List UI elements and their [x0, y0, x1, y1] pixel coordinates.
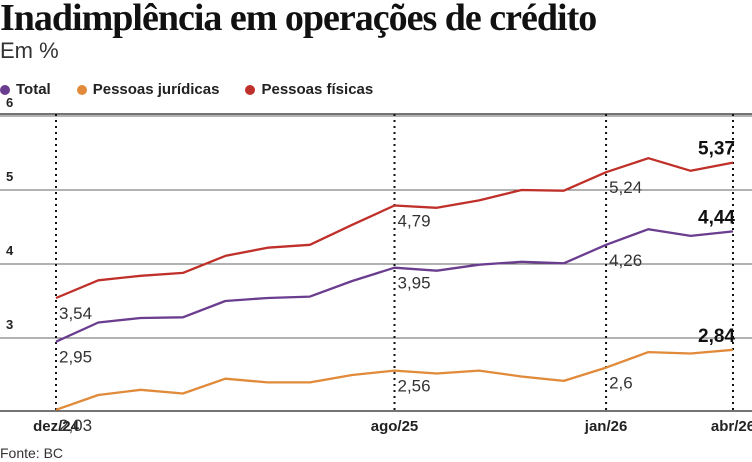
y-tick-4: 4 [6, 243, 14, 258]
data-label-1-dez/24: 2,03 [59, 416, 92, 435]
legend-dot-pj [76, 84, 87, 95]
data-label-1-jan/26: 2,6 [609, 374, 633, 393]
legend-label-total: Total [16, 81, 51, 98]
source-note: Fonte: BC [0, 445, 64, 461]
data-label-2-abr/26: 5,37 [698, 139, 735, 160]
data-label-0-abr/26: 4,44 [698, 207, 735, 228]
data-label-1-abr/26: 2,84 [698, 326, 735, 347]
legend: Total Pessoas jurídicas Pessoas físicas [0, 81, 373, 98]
legend-dot-total [0, 84, 10, 95]
x-tick-ago/25: ago/25 [371, 418, 419, 435]
legend-label-pj: Pessoas jurídicas [92, 81, 220, 98]
x-tick-abr/26: abr/26 [711, 418, 752, 435]
data-label-2-jan/26: 5,24 [609, 178, 642, 197]
data-label-1-ago/25: 2,56 [398, 377, 431, 396]
data-label-0-ago/25: 3,95 [398, 274, 431, 293]
data-label-0-jan/26: 4,26 [609, 251, 642, 270]
legend-label-pf: Pessoas físicas [261, 81, 374, 98]
legend-item-pj: Pessoas jurídicas [76, 81, 220, 98]
x-tick-dez/24: dez/24 [33, 418, 80, 435]
data-label-0-dez/24: 2,95 [59, 348, 92, 367]
y-tick-6: 6 [6, 95, 13, 110]
legend-item-total: Total [0, 81, 51, 98]
y-tick-3: 3 [6, 317, 13, 332]
y-tick-5: 5 [6, 169, 13, 184]
data-label-2-ago/25: 4,79 [398, 212, 431, 231]
data-label-2-dez/24: 3,54 [59, 304, 92, 323]
x-tick-jan/26: jan/26 [584, 418, 628, 435]
legend-item-pf: Pessoas físicas [245, 81, 373, 98]
chart-title: Inadimplência em operações de crédito [0, 0, 597, 39]
chart-subtitle: Em % [0, 38, 59, 63]
legend-dot-pf [245, 84, 256, 95]
